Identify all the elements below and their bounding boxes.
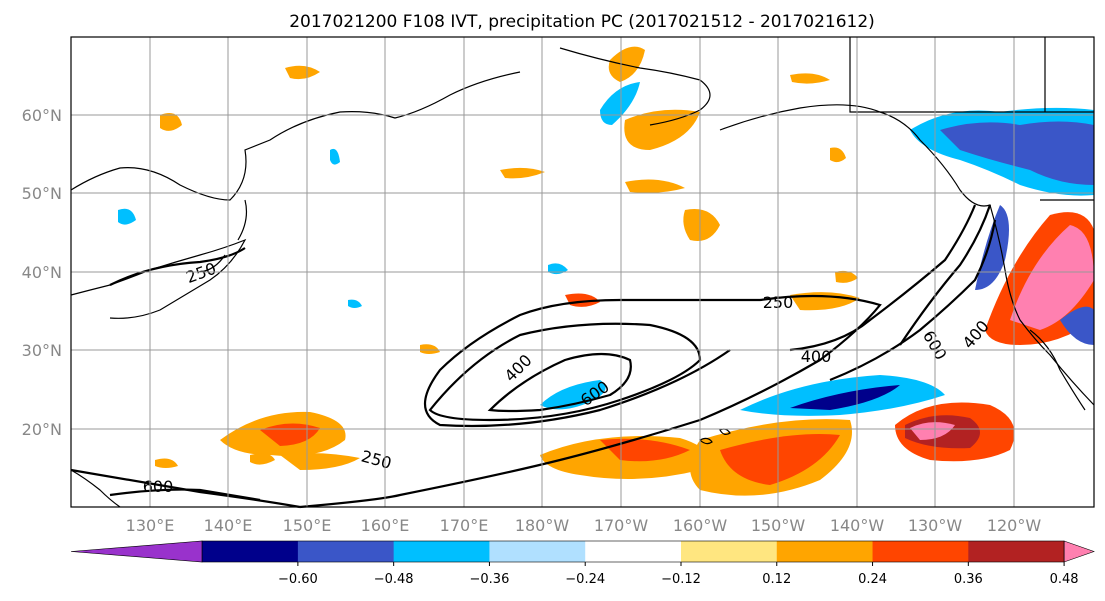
lon-label: 170°W bbox=[594, 516, 649, 535]
colorbar-extend-low bbox=[70, 540, 203, 563]
colorbar-tick-label: −0.24 bbox=[565, 572, 605, 587]
precip-area bbox=[1010, 225, 1094, 330]
colorbar-cell bbox=[872, 541, 969, 562]
precip-area bbox=[683, 209, 720, 241]
lon-label: 140°E bbox=[204, 516, 253, 535]
precip-area bbox=[830, 147, 846, 163]
precip-area bbox=[720, 434, 840, 485]
colorbar-frame bbox=[201, 540, 1065, 563]
ivt-contours bbox=[70, 204, 997, 509]
precip-area bbox=[624, 109, 700, 150]
map-frame bbox=[70, 36, 1095, 508]
colorbar-cell bbox=[776, 541, 874, 562]
precip-area bbox=[835, 270, 858, 283]
contour-600-east bbox=[829, 219, 997, 382]
border-lines bbox=[849, 37, 1094, 201]
colorbar-tick-label: 0.12 bbox=[762, 572, 791, 587]
precip-area bbox=[160, 112, 182, 131]
lon-label: 150°W bbox=[751, 516, 806, 535]
contour-400-east bbox=[789, 204, 977, 352]
precip-area bbox=[500, 167, 545, 179]
contour-250-south bbox=[70, 468, 301, 509]
colorbar: −0.60 −0.48 −0.36 −0.24 −0.12 0.12 0.24 0.36 0.4… bbox=[70, 540, 1095, 587]
contour-250-central bbox=[299, 294, 882, 509]
coastline bbox=[70, 469, 121, 508]
precip-area bbox=[910, 422, 955, 440]
colorbar-cell bbox=[585, 541, 682, 562]
precip-area bbox=[330, 148, 340, 165]
precip-area bbox=[118, 208, 136, 225]
colorbar-tick-label: −0.60 bbox=[278, 572, 318, 587]
precip-area bbox=[548, 263, 568, 275]
contour-label: 400 bbox=[801, 347, 832, 366]
figure-title: 2017021200 F108 IVT, precipitation PC (2… bbox=[289, 12, 875, 32]
colorbar-cell bbox=[680, 541, 778, 562]
lon-label: 180°W bbox=[515, 516, 570, 535]
colorbar-tick-label: −0.36 bbox=[470, 572, 510, 587]
gridlines bbox=[71, 37, 1094, 507]
contour-label: 600 bbox=[143, 477, 174, 496]
precip-area bbox=[600, 438, 690, 462]
colorbar-tick-label: −0.48 bbox=[374, 572, 414, 587]
lat-label: 50°N bbox=[22, 184, 62, 203]
lon-label: 150°E bbox=[283, 516, 332, 535]
lat-label: 60°N bbox=[22, 106, 62, 125]
contour-600-southwest bbox=[109, 488, 261, 502]
colorbar-ticks: −0.60 −0.48 −0.36 −0.24 −0.12 0.12 0.24 0.36 0.4… bbox=[278, 562, 1079, 587]
colorbar-cell bbox=[202, 541, 299, 562]
precip-area bbox=[285, 65, 320, 80]
precip-area bbox=[975, 205, 1009, 290]
contour-600-inner bbox=[899, 204, 992, 346]
precip-area bbox=[348, 299, 362, 308]
coastlines bbox=[70, 37, 1095, 508]
colorbar-tick-label: 0.48 bbox=[1050, 572, 1079, 587]
lon-labels: 130°E 140°E 150°E 160°E 170°E 180°W 170°… bbox=[126, 516, 1042, 535]
colorbar-cell bbox=[489, 541, 586, 562]
precip-area bbox=[420, 344, 440, 354]
lat-label: 40°N bbox=[22, 263, 62, 282]
precip-area bbox=[1060, 306, 1094, 345]
precip-area bbox=[600, 82, 640, 125]
lon-label: 160°E bbox=[361, 516, 410, 535]
precip-area bbox=[790, 385, 900, 410]
colorbar-tick-label: 0.36 bbox=[954, 572, 983, 587]
lon-label: 140°W bbox=[830, 516, 885, 535]
contour-250-west bbox=[109, 247, 246, 286]
colorbar-tick-label: −0.12 bbox=[661, 572, 701, 587]
hawaii-island bbox=[698, 437, 713, 445]
precip-area bbox=[280, 453, 360, 470]
precip-area bbox=[540, 380, 606, 410]
coastline bbox=[70, 71, 521, 201]
lon-label: 120°W bbox=[987, 516, 1042, 535]
precip-area bbox=[608, 46, 645, 82]
lon-label: 130°W bbox=[908, 516, 963, 535]
lat-label: 20°N bbox=[22, 420, 62, 439]
colorbar-cell bbox=[393, 541, 490, 562]
coastline bbox=[1029, 329, 1086, 411]
precip-area bbox=[940, 121, 1094, 185]
map-panel: 250 250 400 400 400 600 600 600 250 bbox=[70, 36, 1095, 509]
lat-label: 30°N bbox=[22, 341, 62, 360]
lon-label: 160°W bbox=[673, 516, 728, 535]
colorbar-cells bbox=[70, 540, 1095, 563]
contour-600-central bbox=[487, 352, 632, 413]
precip-area bbox=[155, 458, 178, 468]
colorbar-cell bbox=[297, 541, 395, 562]
lat-labels: 60°N 50°N 40°N 30°N 20°N bbox=[22, 106, 62, 439]
precip-area bbox=[625, 179, 685, 193]
colorbar-extend-high bbox=[1063, 540, 1095, 563]
colorbar-cell bbox=[968, 541, 1065, 562]
precip-shading bbox=[118, 46, 1094, 496]
lon-label: 130°E bbox=[126, 516, 175, 535]
precip-area bbox=[250, 453, 275, 465]
precip-area bbox=[790, 73, 830, 84]
coastline bbox=[719, 104, 1095, 406]
lon-label: 170°E bbox=[440, 516, 489, 535]
colorbar-tick-label: 0.24 bbox=[858, 572, 887, 587]
